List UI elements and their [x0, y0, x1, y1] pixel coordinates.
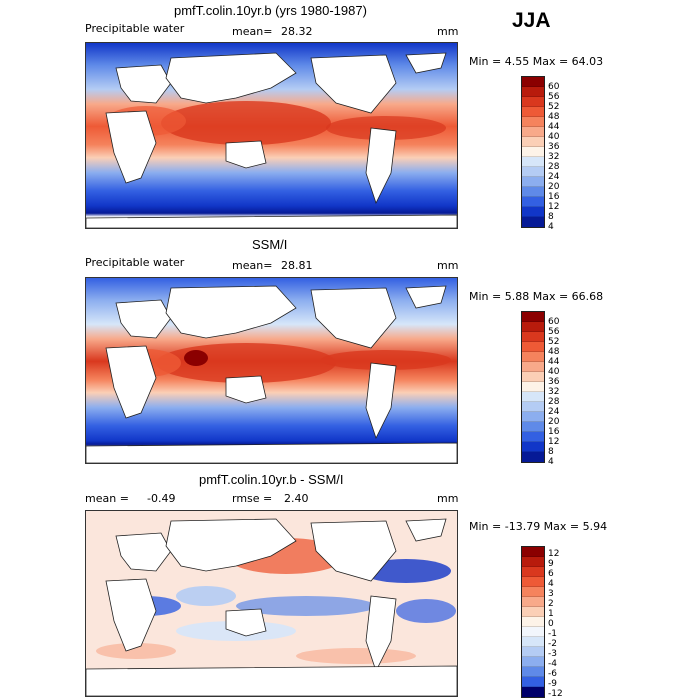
colorbar-tick: 48	[548, 347, 560, 357]
panel-1-title: pmfT.colin.10yr.b (yrs 1980-1987)	[174, 3, 367, 18]
colorbar-tick: 32	[548, 387, 560, 397]
panel-1-variable-label: Precipitable water	[85, 22, 185, 35]
colorbar-tick: 16	[548, 427, 560, 437]
panel-1-colorbar	[521, 76, 545, 228]
colorbar-tick: 52	[548, 102, 560, 112]
panel-1-mean-value: 28.32	[281, 25, 313, 38]
colorbar-tick: -9	[548, 679, 557, 689]
panel-3-units: mm	[437, 492, 459, 505]
panel-3-mean-value: -0.49	[147, 492, 176, 505]
colorbar-tick: 4	[548, 457, 554, 467]
panel-2-mean-value: 28.81	[281, 259, 313, 272]
colorbar-tick: 3	[548, 589, 554, 599]
panel-3-title: pmfT.colin.10yr.b - SSM/I	[199, 472, 344, 487]
panel-2-min-max: Min = 5.88 Max = 66.68	[469, 290, 604, 303]
colorbar-tick: 40	[548, 132, 560, 142]
colorbar-tick: 32	[548, 152, 560, 162]
colorbar-tick: 1	[548, 609, 554, 619]
colorbar-tick: 60	[548, 317, 560, 327]
panel-3-rmse-value: 2.40	[284, 492, 309, 505]
panel-3-colorbar	[521, 546, 545, 698]
colorbar-tick: 12	[548, 549, 560, 559]
colorbar-tick: 56	[548, 92, 560, 102]
colorbar-tick: -12	[548, 689, 563, 699]
panel-2-mean-label: mean=	[232, 259, 273, 272]
panel-3-mean-label: mean =	[85, 492, 129, 505]
colorbar-tick: 48	[548, 112, 560, 122]
panel-2-map	[85, 277, 458, 464]
colorbar-tick: 44	[548, 357, 560, 367]
panel-3-colorbar-ticks: 12 9 6 4 3 2 1 0 -1 -2 -3 -4 -6 -9 -12	[548, 549, 563, 699]
colorbar-tick: -1	[548, 629, 557, 639]
season-label: JJA	[512, 9, 551, 32]
panel-1-colorbar-ticks: 60 56 52 48 44 40 36 32 28 24 20 16 12 8…	[548, 82, 559, 232]
colorbar-tick: 9	[548, 559, 554, 569]
panel-1-min-max: Min = 4.55 Max = 64.03	[469, 55, 604, 68]
panel-2-title: SSM/I	[252, 237, 288, 252]
colorbar-tick: 16	[548, 192, 560, 202]
colorbar-tick: 60	[548, 82, 560, 92]
colorbar-tick: 8	[548, 447, 554, 457]
colorbar-tick: -2	[548, 639, 557, 649]
colorbar-tick: 56	[548, 327, 560, 337]
panel-3-rmse-label: rmse =	[232, 492, 273, 505]
colorbar-tick: 52	[548, 337, 560, 347]
panel-2-units: mm	[437, 259, 459, 272]
colorbar-tick: 24	[548, 407, 560, 417]
colorbar-tick: -6	[548, 669, 557, 679]
panel-3-map	[85, 510, 458, 697]
panel-1-units: mm	[437, 25, 459, 38]
colorbar-tick: 2	[548, 599, 554, 609]
colorbar-tick: 40	[548, 367, 560, 377]
colorbar-tick: -3	[548, 649, 557, 659]
panel-2-colorbar-ticks: 60 56 52 48 44 40 36 32 28 24 20 16 12 8…	[548, 317, 559, 467]
colorbar-tick: 4	[548, 222, 554, 232]
colorbar-tick: 6	[548, 569, 554, 579]
colorbar-tick: 44	[548, 122, 560, 132]
colorbar-tick: 28	[548, 162, 560, 172]
colorbar-tick: 8	[548, 212, 554, 222]
colorbar-tick: 12	[548, 437, 560, 447]
colorbar-tick: 36	[548, 377, 560, 387]
colorbar-tick: 0	[548, 619, 554, 629]
panel-2-colorbar	[521, 311, 545, 463]
colorbar-tick: -4	[548, 659, 557, 669]
panel-1-mean-label: mean=	[232, 25, 273, 38]
colorbar-tick: 20	[548, 417, 560, 427]
colorbar-tick: 12	[548, 202, 560, 212]
colorbar-tick: 36	[548, 142, 560, 152]
panel-3-min-max: Min = -13.79 Max = 5.94	[469, 520, 608, 533]
colorbar-tick: 24	[548, 172, 560, 182]
colorbar-tick: 4	[548, 579, 554, 589]
panel-1-map	[85, 42, 458, 229]
colorbar-tick: 20	[548, 182, 560, 192]
panel-2-variable-label: Precipitable water	[85, 256, 185, 269]
colorbar-tick: 28	[548, 397, 560, 407]
